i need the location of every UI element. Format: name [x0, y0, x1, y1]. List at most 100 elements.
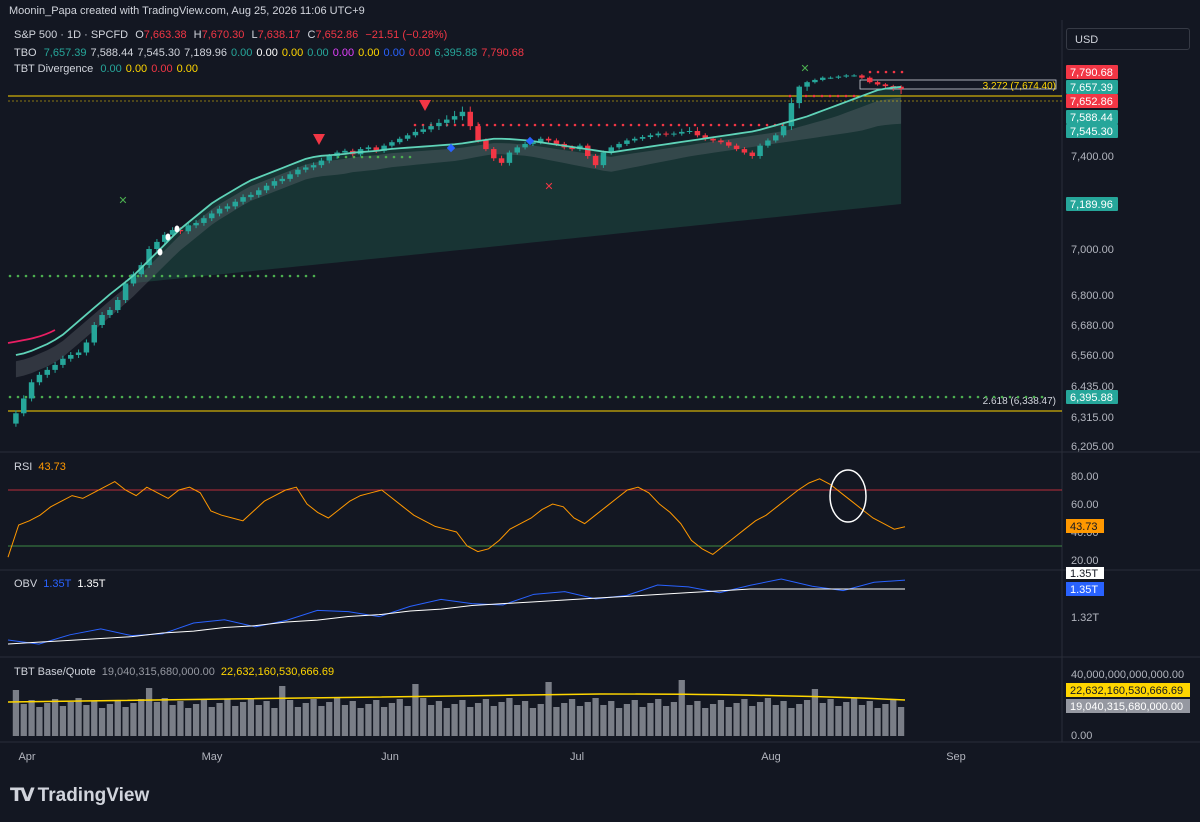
bq-axis-tick: 0.00: [1071, 730, 1092, 742]
candle-body: [451, 116, 458, 120]
resistance-dots: [517, 123, 521, 127]
bq-bar: [553, 707, 560, 736]
resistance-dots: [892, 70, 896, 74]
resistance-dots: [788, 94, 792, 98]
bq-axis-tick: 40,000,000,000,000.00: [1071, 669, 1184, 681]
support-dots: [680, 395, 684, 399]
support-dots: [408, 155, 412, 159]
resistance-dots: [836, 94, 840, 98]
bq-bar: [670, 702, 678, 736]
bq-bar: [709, 704, 717, 736]
candle-body: [592, 156, 599, 166]
bq-bar: [412, 684, 419, 736]
price-badge-bg: [1066, 110, 1118, 124]
support-dots: [368, 395, 372, 399]
candle-body: [538, 138, 544, 143]
support-dots: [224, 395, 228, 399]
resistance-dots: [741, 123, 745, 127]
candle-body: [83, 342, 90, 353]
bq-bar: [874, 708, 881, 736]
tbo-value-8: 0.00: [332, 47, 355, 59]
price-badge: 7,790.68: [1070, 67, 1113, 79]
support-dots: [872, 395, 876, 399]
bq-badge: 22,632,160,530,666.69: [1070, 685, 1183, 697]
bq-value-2: 22,632,160,530,666.69: [220, 666, 335, 678]
bq-bar: [647, 703, 654, 736]
divergence-legend[interactable]: TBT Divergence 0.00 0.00 0.00 0.00: [14, 63, 202, 75]
bq-bar: [561, 703, 568, 736]
candle-body: [632, 138, 638, 141]
resistance-dots: [804, 94, 808, 98]
support-dots: [608, 395, 612, 399]
bq-bar: [506, 698, 513, 736]
support-dots: [664, 395, 668, 399]
obv-legend[interactable]: OBV 1.35T 1.35T: [14, 578, 106, 590]
bq-bar: [608, 701, 615, 736]
support-dots: [976, 395, 980, 399]
support-dots: [776, 395, 780, 399]
tbo-value-11: 0.00: [408, 47, 431, 59]
support-dots: [928, 395, 932, 399]
bq-legend[interactable]: TBT Base/Quote 19,040,315,680,000.00 22,63…: [14, 666, 334, 678]
candle-body: [240, 197, 246, 202]
tbo-legend[interactable]: TBO 7,657.39 7,588.44 7,545.30 7,189.96 0.00…: [14, 47, 528, 59]
currency-button[interactable]: USD: [1066, 28, 1190, 50]
tbo-value-3: 7,189.96: [184, 47, 227, 59]
tbo-value-9: 0.00: [358, 47, 380, 59]
support-dots: [480, 395, 484, 399]
ohlc-high-label: H: [193, 29, 202, 41]
support-dots: [184, 395, 188, 399]
support-dots: [96, 395, 100, 399]
tbo-value-1: 7,588.44: [90, 47, 134, 59]
support-dots: [16, 395, 20, 399]
candle-body: [256, 190, 262, 195]
support-dots: [56, 274, 60, 278]
support-dots: [304, 274, 308, 278]
symbol-legend[interactable]: S&P 500 · 1D · SPCFD O7,663.38 H7,670.30…: [14, 29, 451, 41]
candle-body: [60, 358, 66, 365]
obv-badge-2: 1.35T: [1070, 584, 1098, 596]
bq-bar: [247, 698, 255, 736]
resistance-dots: [725, 123, 729, 127]
support-dots: [528, 395, 532, 399]
bq-bar: [639, 707, 646, 736]
bq-bar: [835, 706, 842, 736]
support-dots: [440, 395, 444, 399]
support-dots: [64, 274, 68, 278]
support-dots: [904, 395, 908, 399]
bq-bar: [623, 704, 631, 736]
support-dots: [392, 395, 396, 399]
resistance-dots: [900, 70, 904, 74]
support-dots: [120, 395, 124, 399]
support-dots: [248, 274, 252, 278]
support-dots: [600, 395, 604, 399]
candle-body: [867, 77, 873, 83]
resistance-dots: [573, 123, 577, 127]
rsi-legend[interactable]: RSI 43.73: [14, 461, 66, 473]
bq-bar: [326, 702, 333, 736]
candle-body: [193, 222, 199, 226]
candle-body: [812, 79, 818, 83]
support-dots: [1016, 395, 1020, 399]
candle-body: [397, 138, 403, 143]
resistance-dots: [820, 94, 824, 98]
bq-bar: [890, 700, 897, 736]
candle-body: [804, 82, 810, 87]
support-dots: [168, 274, 172, 278]
support-dots: [560, 395, 564, 399]
candle-body: [279, 178, 285, 182]
support-dots: [200, 274, 204, 278]
candle-body: [639, 137, 646, 139]
bq-bar: [631, 700, 638, 736]
bq-bar: [98, 708, 106, 736]
support-dots: [592, 395, 596, 399]
resistance-dots: [876, 70, 880, 74]
support-dots: [280, 274, 284, 278]
bq-bar: [216, 703, 223, 736]
bq-bar: [756, 702, 764, 736]
candle-body: [600, 152, 607, 166]
rsi-line: [7, 478, 906, 558]
obv-ma-line: [7, 588, 905, 645]
resistance-dots: [525, 123, 529, 127]
